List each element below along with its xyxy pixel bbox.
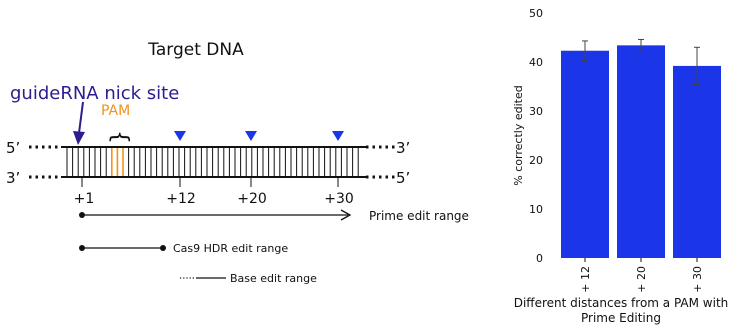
position-label: +1 [74, 191, 95, 207]
y-tick-label: 10 [529, 203, 543, 216]
edit-marker-12 [174, 131, 186, 141]
y-tick-label: 30 [529, 105, 543, 118]
diagram-title: Target DNA [147, 40, 244, 60]
base-pair-rungs [66, 148, 359, 176]
prime-range-label: Prime edit range [369, 209, 469, 223]
nick-site-arrow-head [73, 131, 85, 145]
position-label: +12 [166, 191, 196, 207]
nick-site-arrow-shaft [78, 101, 84, 134]
bar [561, 50, 609, 259]
dna-diagram: Target DNA guideRNA nick site PAM { 5’ 3… [6, 40, 469, 285]
prime-range-arrowhead [340, 209, 352, 221]
y-tick-label: 40 [529, 56, 543, 69]
y-tick-label: 20 [529, 154, 543, 167]
edit-marker-20 [245, 131, 257, 141]
strand-bottom-right-label: 5’ [396, 169, 410, 187]
y-axis-label: % correctly edited [512, 85, 525, 185]
bar [617, 45, 665, 259]
x-axis-label-line: Different distances from a PAM with [514, 296, 729, 310]
hdr-range-label: Cas9 HDR edit range [173, 242, 288, 255]
strand-top-right-label: 3’ [396, 139, 410, 157]
position-label: +20 [237, 191, 267, 207]
bar-chart: % correctly edited Different distances f… [512, 7, 728, 325]
y-tick-label: 50 [529, 7, 543, 20]
position-label: +30 [324, 191, 354, 207]
x-axis-label-line: Prime Editing [581, 311, 661, 325]
pam-brace: { [107, 130, 132, 144]
y-tick-label: 0 [536, 252, 543, 265]
x-tick-label: + 20 [635, 266, 648, 293]
base-range-label: Base edit range [230, 272, 317, 285]
edit-marker-30 [332, 131, 344, 141]
x-tick-label: + 30 [691, 266, 704, 293]
nick-site-label: guideRNA nick site [10, 83, 179, 104]
bar [673, 65, 721, 258]
strand-top-left-label: 5’ [6, 139, 20, 157]
pam-label: PAM [101, 103, 130, 119]
x-tick-label: + 12 [579, 266, 592, 293]
strand-bottom-left-label: 3’ [6, 169, 20, 187]
